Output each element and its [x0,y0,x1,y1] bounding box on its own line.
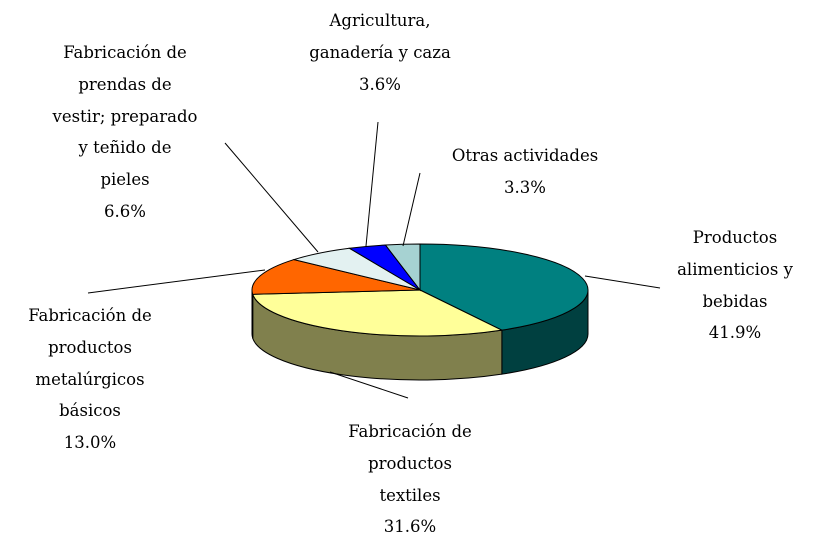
category-label: Fabricación de prendas de vestir; prepar… [52,43,198,190]
leader-line [584,275,661,289]
category-label: Fabricación de productos textiles [348,422,472,505]
slice [419,243,589,331]
category-label: Productos alimenticios y bebidas [677,228,793,311]
slice-label: Fabricación de productos metalúrgicos bá… [2,300,178,459]
leader-line [87,269,266,294]
slice [252,289,504,337]
leader-line [365,121,379,247]
slice-label: Fabricación de prendas de vestir; prepar… [25,37,225,228]
leader-line [402,172,421,247]
slice [251,259,421,295]
category-label: Otras actividades [451,146,599,165]
leader-line [329,371,409,399]
category-label: Fabricación de productos metalúrgicos bá… [28,306,152,421]
slice-label: Productos alimenticios y bebidas 41.9% [645,222,817,349]
value-label: 41.9% [708,323,762,343]
value-label: 6.6% [104,201,146,221]
slice-side [251,289,254,339]
leader-line [224,142,319,253]
slice-label: Otras actividades 3.3% [425,140,625,204]
slice [384,243,421,292]
value-label: 31.6% [383,517,437,537]
category-label: Agricultura, ganadería y caza [309,11,451,62]
value-label: 13.0% [63,433,117,453]
value-label: 3.6% [359,74,401,94]
value-label: 3.3% [504,177,546,197]
slice-label: Fabricación de productos textiles 31.6% [320,416,500,537]
slice-label: Agricultura, ganadería y caza 3.6% [280,5,480,100]
